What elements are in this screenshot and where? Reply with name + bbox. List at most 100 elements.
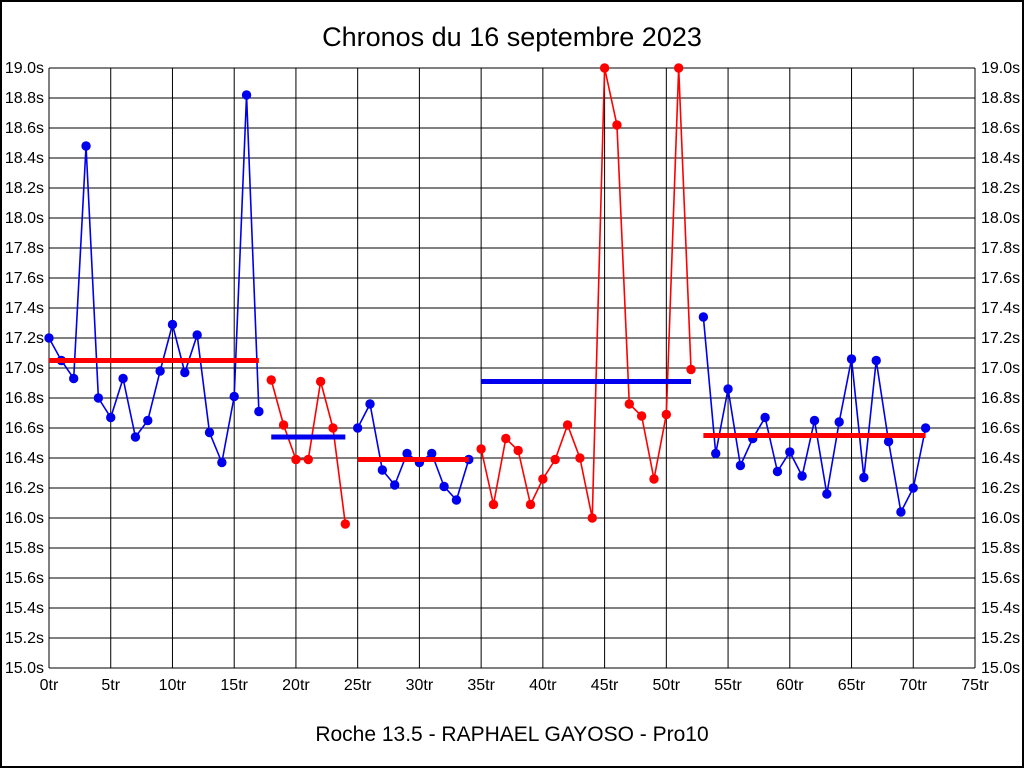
y-tick-label-left: 18.4s xyxy=(5,150,44,167)
lap-point-stint-1 xyxy=(143,415,153,426)
lap-point-stint-2 xyxy=(340,519,351,529)
y-tick-label-left: 18.8s xyxy=(5,90,44,107)
y-tick-label-right: 16.4s xyxy=(981,450,1020,467)
lap-point-stint-1 xyxy=(217,457,227,468)
lap-point-stint-1 xyxy=(81,141,91,151)
y-tick-label-right: 16.2s xyxy=(981,480,1020,497)
y-tick-label-right: 17.2s xyxy=(981,330,1020,347)
lap-point-stint-4 xyxy=(525,499,536,510)
y-tick-label-left: 17.2s xyxy=(5,330,44,347)
y-tick-label-left: 16.0s xyxy=(5,510,44,527)
lap-point-stint-3 xyxy=(427,448,437,459)
x-tick-label: 70tr xyxy=(899,677,927,694)
lap-point-stint-4 xyxy=(513,445,523,456)
lap-point-stint-4 xyxy=(538,474,548,484)
lap-line-stint-1 xyxy=(48,94,260,466)
y-tick-label-right: 15.4s xyxy=(981,600,1020,617)
lap-point-stint-2 xyxy=(315,376,326,387)
lap-point-stint-1 xyxy=(204,427,215,438)
lap-point-stint-3 xyxy=(402,448,412,459)
y-tick-label-right: 16.6s xyxy=(981,420,1020,437)
y-tick-label-left: 17.6s xyxy=(5,270,44,287)
x-tick-label: 60tr xyxy=(776,677,804,694)
lap-point-stint-4 xyxy=(587,513,597,523)
lap-point-stint-1 xyxy=(241,90,252,100)
lap-point-stint-4 xyxy=(636,411,647,421)
x-tick-label: 25tr xyxy=(344,677,372,694)
lap-point-stint-4 xyxy=(649,474,659,484)
lap-point-stint-2 xyxy=(278,420,289,430)
lap-point-stint-1 xyxy=(254,406,264,417)
x-tick-label: 20tr xyxy=(282,677,310,694)
y-tick-label-right: 19.0s xyxy=(981,60,1020,77)
y-tick-label-left: 15.6s xyxy=(5,570,44,587)
lap-point-stint-4 xyxy=(673,63,684,73)
lap-line-stint-2 xyxy=(270,379,347,525)
lap-point-stint-5 xyxy=(859,472,869,483)
y-tick-label-left: 16.4s xyxy=(5,450,44,467)
lap-point-stint-1 xyxy=(130,432,141,442)
lap-point-stint-5 xyxy=(871,355,881,366)
lap-point-stint-4 xyxy=(550,454,560,465)
x-tick-label: 15tr xyxy=(220,677,248,694)
lap-point-stint-5 xyxy=(822,489,832,499)
lap-point-stint-5 xyxy=(785,447,795,457)
lap-point-stint-3 xyxy=(451,495,462,505)
lap-point-stint-1 xyxy=(192,330,202,340)
y-tick-label-left: 17.4s xyxy=(5,300,44,317)
lap-point-stint-5 xyxy=(846,354,857,364)
lap-point-stint-1 xyxy=(106,412,116,423)
y-tick-label-right: 18.0s xyxy=(981,210,1020,227)
lap-point-stint-5 xyxy=(797,471,807,481)
y-tick-label-left: 19.0s xyxy=(5,60,44,77)
lap-point-stint-3 xyxy=(352,423,363,433)
y-tick-label-left: 17.8s xyxy=(5,240,44,257)
lap-point-stint-5 xyxy=(723,384,733,394)
lap-point-stint-3 xyxy=(377,465,388,475)
y-tick-label-right: 18.4s xyxy=(981,150,1020,167)
lap-point-stint-5 xyxy=(920,423,931,433)
x-tick-label: 75tr xyxy=(961,677,989,694)
x-tick-label: 5tr xyxy=(101,677,120,694)
x-tick-label: 45tr xyxy=(591,677,619,694)
lap-point-stint-1 xyxy=(44,333,54,343)
lap-point-stint-5 xyxy=(772,466,783,477)
lap-line-stint-3 xyxy=(356,401,470,502)
x-tick-label: 50tr xyxy=(653,677,681,694)
lap-point-stint-1 xyxy=(68,373,79,384)
lap-point-stint-4 xyxy=(476,444,486,454)
lap-point-stint-5 xyxy=(711,448,721,459)
y-tick-label-right: 18.6s xyxy=(981,120,1020,137)
lap-point-stint-5 xyxy=(834,417,844,427)
y-tick-label-right: 17.0s xyxy=(981,360,1020,377)
lap-point-stint-1 xyxy=(93,393,104,403)
lap-point-stint-4 xyxy=(661,409,672,420)
y-tick-label-left: 16.6s xyxy=(5,420,44,437)
lap-point-stint-4 xyxy=(562,420,573,430)
lap-point-stint-3 xyxy=(390,480,400,490)
y-tick-label-left: 17.0s xyxy=(5,360,44,377)
lap-point-stint-5 xyxy=(883,436,894,447)
y-tick-label-right: 15.6s xyxy=(981,570,1020,587)
lap-point-stint-5 xyxy=(698,312,709,322)
lap-point-stint-4 xyxy=(624,399,634,409)
lap-point-stint-5 xyxy=(735,460,746,471)
lap-point-stint-5 xyxy=(760,412,770,423)
lap-point-stint-4 xyxy=(599,63,610,73)
y-tick-label-left: 18.6s xyxy=(5,120,44,137)
lap-line-stint-5 xyxy=(702,316,927,515)
chart-caption: Roche 13.5 - RAPHAEL GAYOSO - Pro10 xyxy=(315,723,709,746)
y-tick-label-right: 18.8s xyxy=(981,90,1020,107)
lap-point-stint-2 xyxy=(303,454,313,465)
lap-point-stint-4 xyxy=(575,453,585,463)
y-tick-label-left: 15.8s xyxy=(5,540,44,557)
y-tick-label-right: 17.6s xyxy=(981,270,1020,287)
lap-point-stint-2 xyxy=(266,375,276,385)
y-tick-label-right: 16.0s xyxy=(981,510,1020,527)
lap-point-stint-2 xyxy=(328,423,338,433)
y-tick-label-left: 15.0s xyxy=(5,660,44,677)
y-tick-label-left: 18.2s xyxy=(5,180,44,197)
y-tick-label-left: 18.0s xyxy=(5,210,44,227)
